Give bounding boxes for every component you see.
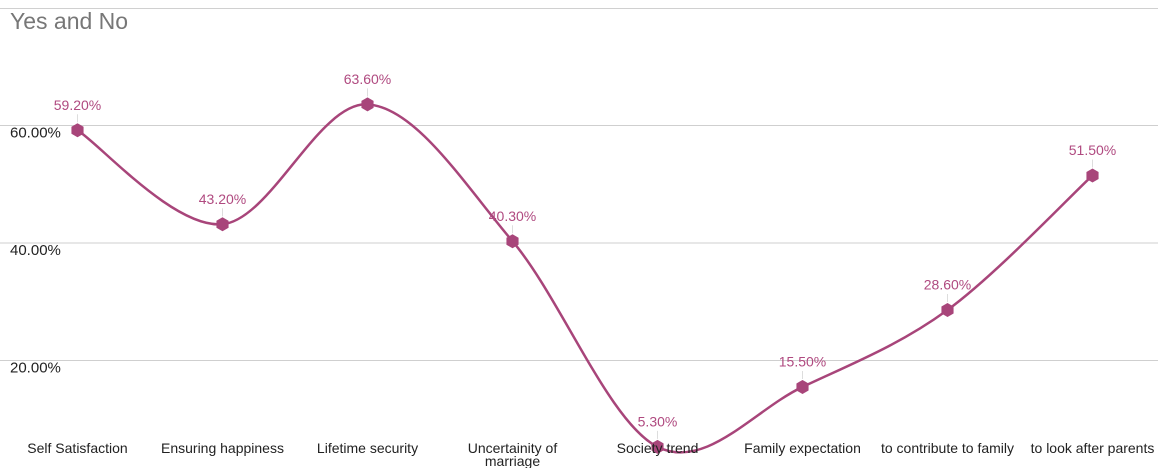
value-label: 28.60% [924, 277, 971, 293]
marker [796, 379, 809, 394]
marker [1086, 168, 1099, 183]
value-label: 40.30% [489, 208, 536, 224]
x-tick-label: to contribute to family [880, 440, 1015, 456]
x-tick-label: Lifetime security [316, 440, 419, 456]
x-tick-label: Uncertainity of marriage [467, 440, 558, 468]
series-line [76, 103, 1094, 454]
value-label: 59.20% [54, 97, 101, 113]
value-label: 51.50% [1069, 142, 1116, 158]
y-tick-label: 40.00% [10, 242, 61, 259]
x-tick-label: Family expectation [744, 440, 861, 456]
marker [361, 97, 374, 112]
chart-title: Yes and No [10, 8, 128, 34]
marker [71, 123, 84, 138]
x-tick-label: to look after parents [1030, 440, 1155, 456]
y-tick-label: 60.00% [10, 124, 61, 141]
value-label: 63.60% [344, 71, 391, 87]
x-tick-label: Society trend [616, 440, 699, 456]
marker [216, 217, 229, 232]
y-tick-label: 20.00% [10, 359, 61, 376]
value-label: 15.50% [779, 354, 826, 370]
marker [651, 439, 664, 454]
value-label: 5.30% [638, 414, 678, 430]
x-tick-label: Ensuring happiness [161, 440, 284, 456]
value-label: 43.20% [199, 191, 246, 207]
marker [506, 234, 519, 249]
x-tick-label: Self Satisfaction [27, 440, 128, 456]
marker [941, 302, 954, 317]
